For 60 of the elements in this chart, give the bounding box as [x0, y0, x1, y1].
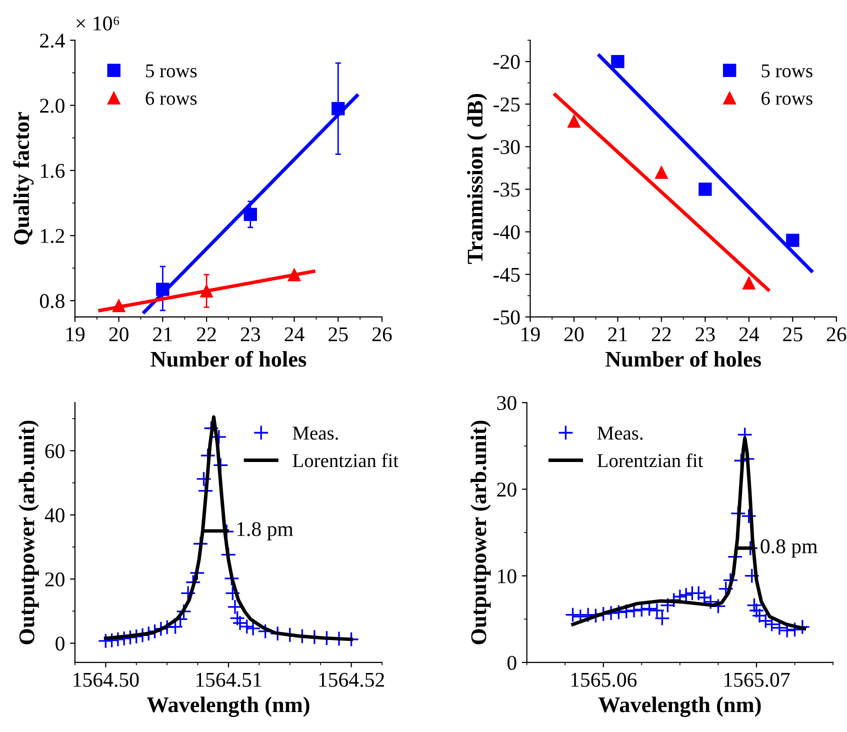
- legend-label: 5 rows: [146, 64, 197, 78]
- y-tick-label: 20: [497, 482, 516, 497]
- x-tick-label: 23: [696, 327, 715, 342]
- x-tick-label: 25: [328, 327, 348, 342]
- x-axis-title: Number of holes: [606, 350, 761, 367]
- y-tick-label: -35: [494, 182, 520, 197]
- x-tick-label: 20: [564, 327, 584, 342]
- x-tick-label: 1564.51: [196, 672, 262, 687]
- y-tick-label: -40: [494, 225, 520, 240]
- y-axis-title: Quality factor: [13, 112, 34, 244]
- x-tick-label: 25: [783, 327, 802, 342]
- y-tick-label: 0: [56, 636, 64, 651]
- y-tick-label: 0.8: [40, 294, 64, 308]
- y-tick-label: -50: [494, 310, 520, 324]
- y-tick-label: 30: [497, 396, 516, 410]
- legend-label: Lorentzian fit: [292, 453, 398, 468]
- legend-label: 5 rows: [762, 64, 812, 78]
- y-axis-title: Outputpower (arb.unit): [18, 420, 39, 644]
- text: × 10⁶: [76, 16, 120, 30]
- y-tick-label: 2.4: [40, 34, 65, 48]
- y-tick-label: 2.0: [40, 98, 64, 113]
- x-tick-label: 24: [284, 327, 304, 342]
- y-tick-label: -25: [494, 98, 520, 112]
- x-tick-label: 1565.06: [571, 672, 637, 687]
- x-tick-label: 20: [109, 327, 128, 342]
- legend-label: Lorentzian fit: [597, 453, 704, 468]
- x-tick-label: 24: [739, 327, 760, 342]
- x-tick-label: 21: [608, 327, 627, 342]
- x-tick-label: 26: [826, 327, 846, 342]
- legend-label: Meas.: [597, 426, 643, 440]
- x-axis-title: Wavelength (nm): [598, 696, 761, 717]
- x-tick-label: 1564.50: [74, 672, 139, 687]
- x-tick-label: 22: [652, 327, 671, 342]
- x-tick-label: 1564.52: [319, 672, 384, 687]
- x-axis-title: Wavelength (nm): [147, 696, 310, 717]
- y-tick-label: -30: [494, 140, 520, 154]
- x-tick-label: 19: [66, 327, 85, 342]
- legend-label: Meas.: [292, 426, 338, 440]
- legend-label: 6 rows: [146, 92, 197, 105]
- x-tick-label: 1565.07: [724, 672, 790, 687]
- y-tick-label: 10: [498, 569, 516, 584]
- y-tick-label: -20: [494, 54, 520, 69]
- x-axis-title: Number of holes: [150, 350, 306, 367]
- x-tick-label: 21: [153, 327, 172, 342]
- annotation: 1.8 pm: [237, 522, 294, 540]
- y-tick-label: 40: [44, 508, 64, 522]
- annotation: 0.8 pm: [760, 539, 818, 558]
- x-tick-label: 19: [522, 327, 540, 342]
- y-tick-label: -45: [494, 268, 520, 282]
- y-axis-title: Tranmission ( dB): [467, 94, 488, 264]
- y-tick-label: 20: [45, 572, 64, 586]
- x-tick-label: 23: [240, 327, 260, 342]
- y-tick-label: 1.2: [41, 229, 64, 244]
- y-tick-label: 1.6: [41, 164, 65, 178]
- x-tick-label: 22: [197, 327, 216, 342]
- y-tick-label: 0: [507, 656, 516, 670]
- y-tick-label: 60: [45, 444, 64, 458]
- y-axis-title: Outputpower (arb.unit): [470, 420, 491, 644]
- x-tick-label: 26: [372, 327, 392, 342]
- legend-label: 6 rows: [762, 92, 812, 105]
